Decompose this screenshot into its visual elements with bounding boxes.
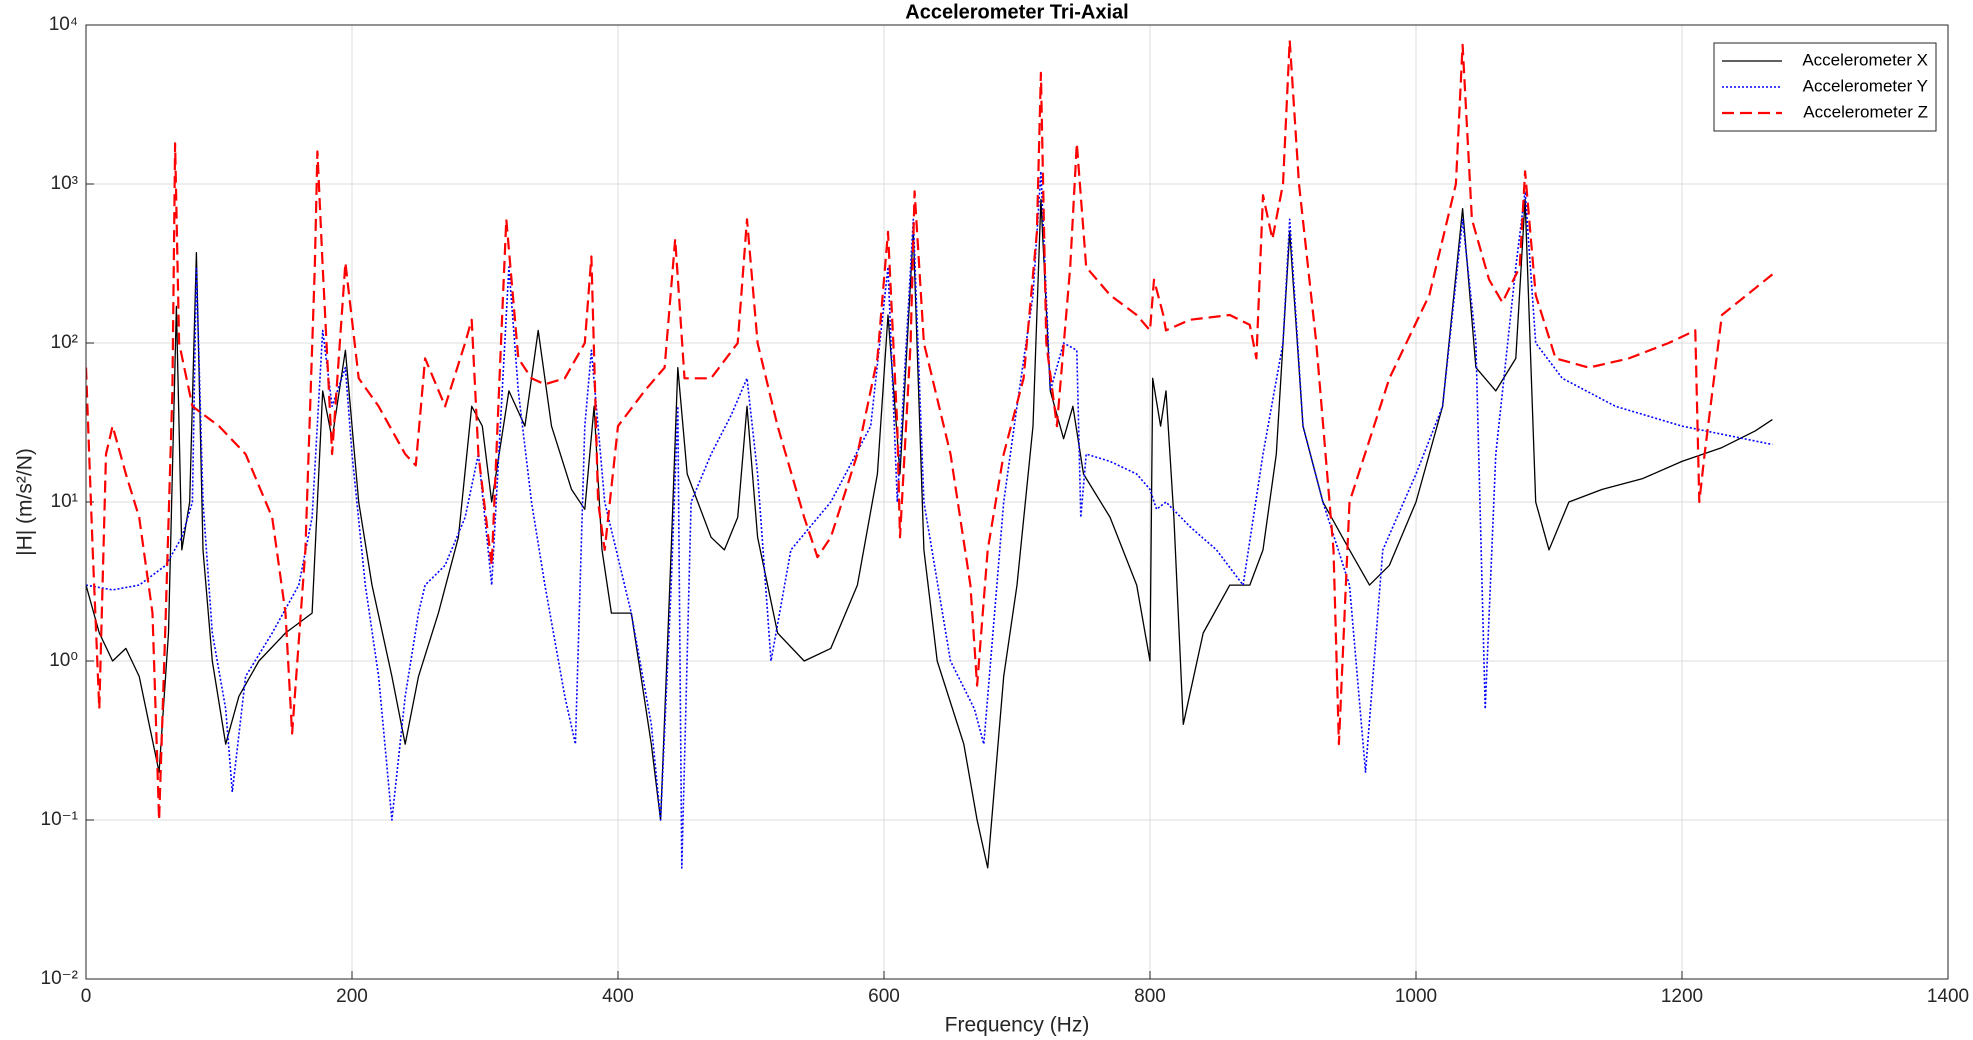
x-tick-label: 1400 xyxy=(1927,986,1969,1007)
chart-title: Accelerometer Tri-Axial xyxy=(905,1,1128,23)
legend-label: Accelerometer Y xyxy=(1803,76,1928,95)
y-tick-label: 10² xyxy=(51,332,78,353)
y-tick-label: 10⁰ xyxy=(49,650,78,671)
legend-label: Accelerometer Z xyxy=(1803,102,1928,121)
legend-label: Accelerometer X xyxy=(1802,50,1928,69)
y-tick-label: 10⁻¹ xyxy=(41,809,79,830)
y-axis-label: |H| (m/s²/N) xyxy=(14,448,37,556)
y-tick-label: 10⁻² xyxy=(41,968,79,989)
legend: Accelerometer X Accelerometer Y Accelerome… xyxy=(1713,42,1937,132)
series-line xyxy=(86,170,1773,869)
legend-box xyxy=(1713,42,1937,132)
x-tick-label: 400 xyxy=(602,986,634,1007)
x-tick-label: 1200 xyxy=(1661,986,1703,1007)
y-tick-label: 10⁴ xyxy=(49,14,78,35)
series-line xyxy=(86,198,1773,869)
axes-box xyxy=(85,24,1949,980)
x-tick-label: 600 xyxy=(868,986,900,1007)
y-tick-label: 10³ xyxy=(51,173,78,194)
y-tick-label: 10¹ xyxy=(51,491,78,512)
x-tick-label: 1000 xyxy=(1395,986,1437,1007)
x-tick-label: 200 xyxy=(336,986,368,1007)
x-axis-label: Frequency (Hz) xyxy=(945,1014,1090,1037)
series-line xyxy=(86,39,1774,822)
x-tick-label: 800 xyxy=(1134,986,1166,1007)
x-tick-label: 0 xyxy=(81,986,92,1007)
